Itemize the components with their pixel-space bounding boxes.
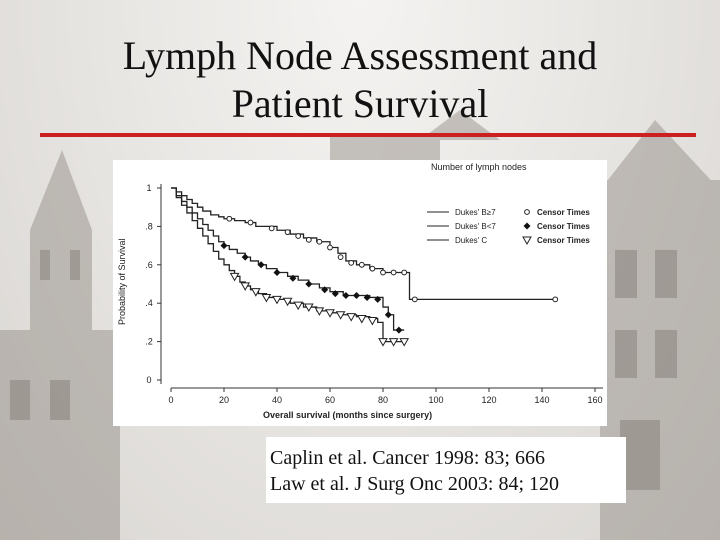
title-underline [40,133,696,137]
censor-marker [241,253,249,261]
censor-marker [261,293,272,303]
censor-marker [335,311,346,320]
y-tick-label: .6 [145,260,153,270]
censor-marker [337,254,344,261]
censor-marker [353,292,360,300]
censor-marker [327,244,333,251]
censor-marker [273,268,281,276]
censor-marker [390,269,397,276]
censor-marker [388,338,399,347]
censor-marker [284,229,291,236]
censor-marker [369,265,376,272]
censor-marker [316,238,323,245]
censor-marker [250,288,261,297]
x-axis-label: Overall survival (months since surgery) [263,410,432,420]
chart-series-layer [171,187,559,347]
censor-marker [411,296,418,303]
legend-series-name: Dukes' B≥7 [455,208,496,217]
censor-marker [342,292,350,300]
x-tick-label: 100 [428,395,443,405]
y-tick-label: .8 [145,221,153,231]
censor-marker [247,219,254,226]
censor-marker [378,338,388,347]
censor-marker [395,326,403,334]
legend-marker [522,236,532,246]
x-tick-label: 160 [587,395,602,405]
series-diamond [171,187,405,334]
slide-title: Lymph Node Assessment and Patient Surviv… [40,32,680,128]
title-line-1: Lymph Node Assessment and [122,33,598,78]
x-tick-label: 0 [168,395,173,405]
legend-series-name: Dukes' C [455,236,487,245]
y-tick-label: .4 [145,298,153,308]
legend-marker [523,222,531,230]
y-tick-label: 0 [146,375,151,385]
chart-axes: 0 20 40 60 80 100 120 140 160 0 .2 .4 .6 .8 1 [145,183,603,405]
censor-marker [325,309,335,318]
series-triangle [171,187,410,347]
censor-marker [295,233,302,239]
censor-marker [272,295,282,305]
x-tick-label: 140 [534,395,549,405]
chart-title: Number of lymph nodes [431,162,527,172]
legend-entry: Dukes' B<7 Censor Times [427,222,590,231]
censor-marker [367,316,378,326]
censor-marker [289,274,297,282]
censor-marker [240,282,251,291]
censor-marker [305,280,313,288]
citation-line-2: Law et al. J Surg Onc 2003: 84; 120 [270,473,560,495]
censor-marker [257,261,265,269]
chart-legend: Dukes' B≥7 Censor Times Dukes' B<7 Censor T… [427,208,590,246]
censor-marker [384,311,392,319]
censor-marker [380,269,386,276]
censor-marker [321,286,329,294]
series-circle [171,187,559,303]
censor-marker [348,259,355,266]
censor-marker [363,293,371,301]
series-line [171,187,405,331]
censor-marker [268,225,275,232]
censor-marker [356,315,367,324]
x-tick-label: 20 [219,395,229,405]
citation-box: Caplin et al. Cancer 1998: 83; 666 Law e… [266,437,626,503]
legend-entry: Dukes' C Censor Times [427,236,590,246]
censor-marker [314,307,325,316]
censor-marker [401,269,408,276]
censor-marker [229,272,240,282]
x-tick-label: 60 [325,395,335,405]
censor-marker [358,261,365,268]
censor-marker [303,303,314,313]
title-line-2: Patient Survival [231,81,489,126]
y-axis-label: Probability of Survival [117,238,127,325]
legend-censor-label: Censor Times [537,208,590,217]
legend-censor-label: Censor Times [537,222,590,231]
censor-marker [346,313,357,322]
series-line [171,187,556,301]
censor-marker [282,297,293,307]
survival-chart-panel: 0 20 40 60 80 100 120 140 160 0 .2 .4 .6 .8 1 Dukes' B… [113,160,607,426]
legend-entry: Dukes' B≥7 Censor Times [427,208,590,217]
legend-series-name: Dukes' B<7 [455,222,496,231]
citation-line-1: Caplin et al. Cancer 1998: 83; 666 [270,447,545,469]
legend-marker [524,209,530,215]
y-tick-label: 1 [146,183,151,193]
x-tick-label: 80 [378,395,388,405]
censor-marker [399,338,410,347]
y-tick-label: .2 [145,337,153,347]
censor-marker [220,242,228,250]
censor-marker [374,295,382,303]
x-tick-label: 120 [481,395,496,405]
censor-marker [293,301,304,311]
censor-marker [331,290,339,298]
survival-chart: 0 20 40 60 80 100 120 140 160 0 .2 .4 .6 .8 1 Dukes' B… [117,162,603,420]
censor-marker [226,215,233,222]
censor-marker [552,296,559,303]
legend-censor-label: Censor Times [537,236,590,245]
censor-marker [305,236,312,243]
x-tick-label: 40 [272,395,282,405]
